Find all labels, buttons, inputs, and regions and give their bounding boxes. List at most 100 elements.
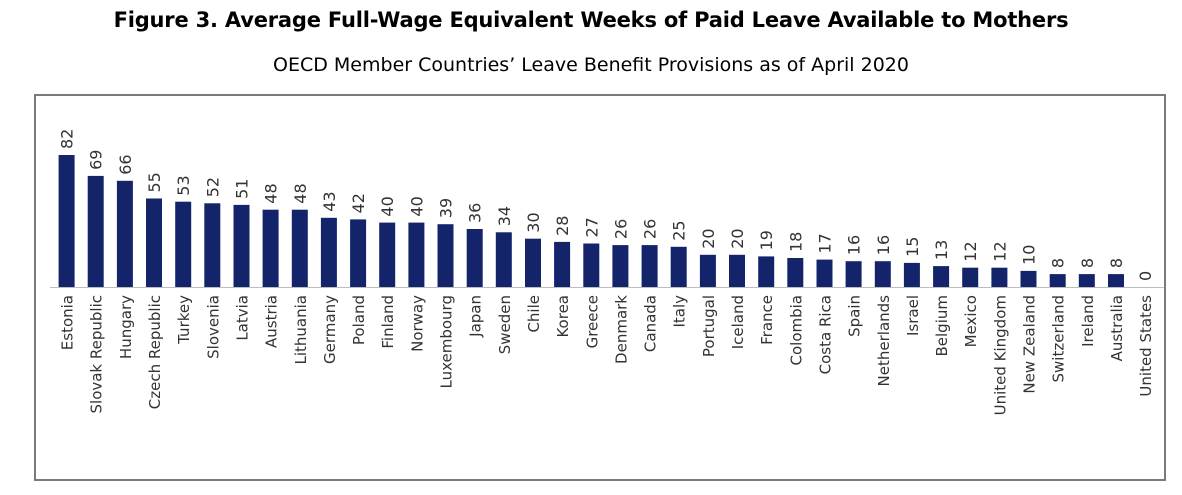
bar bbox=[816, 259, 833, 287]
data-label: 19 bbox=[757, 230, 776, 250]
bar bbox=[495, 232, 512, 287]
x-tick-label: United States bbox=[1137, 295, 1155, 397]
bar bbox=[291, 209, 308, 287]
data-label: 20 bbox=[699, 228, 718, 248]
bar bbox=[320, 217, 337, 287]
x-tick-label: Australia bbox=[1108, 295, 1126, 361]
bar-chart: 82 Estonia 69 Slovak Republic 66 Hungary 55 Cze… bbox=[50, 129, 1164, 415]
x-tick-label: Sweden bbox=[496, 295, 514, 354]
x-tick-label: Japan bbox=[467, 295, 485, 338]
x-tick-label: Luxembourg bbox=[438, 295, 456, 389]
data-label: 18 bbox=[786, 232, 805, 252]
data-label: 10 bbox=[1020, 245, 1039, 265]
bar bbox=[699, 254, 716, 287]
data-label: 51 bbox=[233, 179, 252, 199]
data-label: 8 bbox=[1049, 258, 1068, 268]
x-tick-label: France bbox=[758, 295, 776, 345]
data-label: 48 bbox=[262, 183, 281, 203]
bar bbox=[379, 222, 396, 287]
data-label: 12 bbox=[990, 241, 1009, 261]
bar bbox=[116, 180, 133, 287]
x-tick-label: Colombia bbox=[787, 295, 805, 366]
bar bbox=[58, 155, 75, 287]
data-label: 55 bbox=[145, 172, 164, 192]
x-tick-label: Italy bbox=[671, 295, 689, 328]
data-label: 20 bbox=[728, 228, 747, 248]
bar bbox=[146, 198, 162, 287]
bar bbox=[350, 219, 367, 287]
chart-subtitle: OECD Member Countries’ Leave Benefit Pro… bbox=[273, 54, 909, 76]
data-label: 30 bbox=[524, 212, 543, 232]
x-tick-label: Mexico bbox=[962, 295, 980, 347]
data-label: 8 bbox=[1107, 258, 1126, 268]
bar bbox=[1020, 270, 1037, 287]
data-label: 34 bbox=[495, 206, 514, 226]
x-tick-label: Chile bbox=[525, 295, 543, 333]
x-tick-label: New Zealand bbox=[1021, 295, 1039, 394]
data-label: 16 bbox=[845, 235, 864, 255]
x-tick-label: Iceland bbox=[729, 295, 747, 349]
x-tick-label: Latvia bbox=[234, 295, 252, 341]
data-label: 40 bbox=[407, 196, 426, 216]
data-label: 8 bbox=[1078, 258, 1097, 268]
x-tick-label: Greece bbox=[583, 295, 601, 348]
data-label: 53 bbox=[174, 175, 193, 195]
bar bbox=[583, 243, 600, 287]
bar bbox=[991, 267, 1008, 287]
data-label: 48 bbox=[291, 183, 310, 203]
bar bbox=[729, 254, 745, 287]
x-tick-label: Hungary bbox=[117, 295, 135, 359]
x-tick-label: Lithuania bbox=[292, 295, 310, 364]
bar bbox=[437, 224, 454, 287]
data-label: 26 bbox=[611, 219, 630, 239]
data-label: 66 bbox=[116, 154, 135, 174]
x-tick-label: Israel bbox=[904, 295, 922, 336]
x-tick-label: Spain bbox=[846, 295, 864, 337]
x-tick-label: Slovak Republic bbox=[88, 295, 106, 414]
data-label: 17 bbox=[816, 233, 835, 253]
x-tick-label: Estonia bbox=[59, 295, 77, 350]
x-tick-label: Canada bbox=[642, 295, 660, 352]
data-label: 16 bbox=[874, 235, 893, 255]
data-label: 12 bbox=[961, 241, 980, 261]
x-tick-label: Austria bbox=[263, 295, 281, 348]
x-tick-label: Costa Rica bbox=[817, 295, 835, 374]
bar bbox=[554, 241, 571, 287]
x-tick-label: Norway bbox=[408, 295, 426, 352]
data-label: 15 bbox=[903, 237, 922, 257]
bar bbox=[787, 258, 804, 287]
data-label: 52 bbox=[203, 177, 222, 197]
chart-title: Figure 3. Average Full-Wage Equivalent W… bbox=[113, 8, 1069, 32]
bar bbox=[1078, 274, 1095, 287]
bar bbox=[262, 209, 279, 287]
x-tick-label: Turkey bbox=[175, 295, 193, 345]
x-tick-label: Portugal bbox=[700, 295, 718, 357]
bar bbox=[87, 175, 104, 287]
data-label: 42 bbox=[349, 193, 368, 213]
x-tick-label: Ireland bbox=[1079, 295, 1097, 347]
x-tick-label: United Kingdom bbox=[991, 295, 1009, 415]
data-label: 43 bbox=[320, 191, 339, 211]
data-label: 13 bbox=[932, 240, 951, 260]
x-tick-label: Netherlands bbox=[875, 295, 893, 387]
x-tick-label: Slovenia bbox=[204, 295, 222, 359]
bar bbox=[670, 246, 687, 287]
data-label: 25 bbox=[670, 220, 689, 240]
bar bbox=[612, 245, 629, 287]
x-tick-label: Korea bbox=[554, 295, 572, 338]
bar bbox=[962, 267, 979, 287]
x-tick-label: Switzerland bbox=[1050, 295, 1068, 383]
x-tick-label: Germany bbox=[321, 295, 339, 364]
bar bbox=[1108, 274, 1124, 287]
bar bbox=[175, 201, 192, 287]
bar bbox=[233, 204, 250, 287]
data-label: 39 bbox=[437, 198, 456, 218]
data-label: 26 bbox=[641, 219, 660, 239]
data-label: 36 bbox=[466, 203, 485, 223]
bar bbox=[903, 262, 920, 287]
bar bbox=[408, 222, 425, 287]
chart-frame: 82 Estonia 69 Slovak Republic 66 Hungary 55 Cze… bbox=[34, 94, 1166, 481]
bar bbox=[845, 261, 862, 287]
bar bbox=[204, 203, 221, 287]
x-tick-label: Czech Republic bbox=[146, 295, 164, 409]
